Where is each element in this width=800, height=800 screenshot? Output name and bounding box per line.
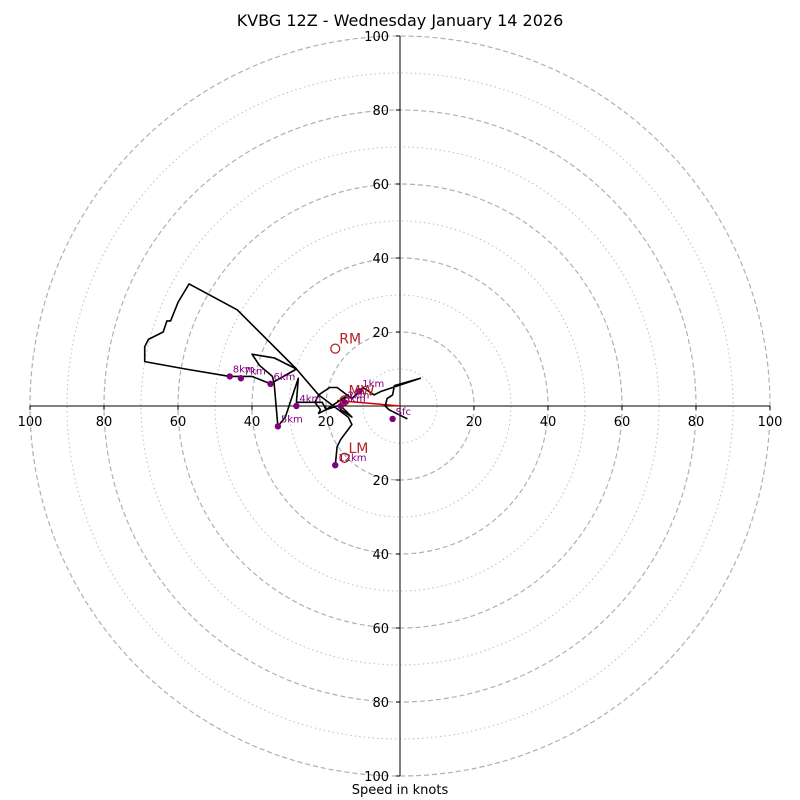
- x-tick-label: 60: [614, 415, 631, 430]
- x-tick-label: 40: [540, 415, 557, 430]
- height-marker-label: 1km: [362, 379, 384, 390]
- y-tick-label: 40: [372, 548, 389, 563]
- x-tick-label: 60: [170, 415, 187, 430]
- height-marker-dot: [389, 415, 396, 423]
- shear-vector-line: [337, 399, 401, 407]
- height-marker-label: 8km: [233, 364, 255, 375]
- chart-title: KVBG 12Z - Wednesday January 14 2026: [236, 11, 564, 30]
- height-marker-label: 7km: [244, 366, 266, 377]
- height-marker-dot: [332, 462, 339, 469]
- x-tick-label: 100: [18, 415, 43, 430]
- storm-motion-layer: RM LM MW: [330, 332, 375, 463]
- height-marker-label: Sfc: [396, 407, 411, 418]
- y-tick-label: 100: [364, 770, 389, 785]
- height-marker-dot: [274, 423, 282, 430]
- height-marker-label: 6km: [274, 372, 296, 383]
- shear-layer: [337, 399, 401, 407]
- storm-motion-label: RM: [339, 332, 361, 348]
- height-marker-label: 4km: [299, 394, 321, 405]
- height-marker-label: 2km: [348, 390, 370, 401]
- height-marker-dot: [237, 375, 245, 382]
- storm-motion-label: MW: [349, 383, 375, 399]
- height-marker-dot: [356, 388, 363, 395]
- x-tick-label: 80: [688, 415, 705, 430]
- x-tick-label: 40: [244, 415, 261, 430]
- tick-layer: 100 80 60 40 20 20 40 60 80 100 100 80 60 40 20 20 40 60 8…: [18, 30, 783, 785]
- storm-motion-label: LM: [349, 441, 369, 457]
- x-tick-label: 100: [758, 415, 783, 430]
- height-marker-label: 5km: [281, 414, 303, 425]
- storm-motion-marker: [330, 343, 341, 354]
- storm-motion-marker: [339, 452, 350, 463]
- height-marker-dot: [293, 402, 300, 410]
- y-tick-label: 80: [372, 696, 389, 711]
- y-tick-label: 100: [364, 30, 389, 45]
- y-tick-label: 20: [372, 474, 389, 489]
- storm-motion-marker: [339, 395, 350, 406]
- x-tick-label: 20: [466, 415, 483, 430]
- y-tick-label: 60: [372, 622, 389, 637]
- height-marker-label: 12km: [338, 453, 366, 464]
- x-axis-label: Speed in knots: [351, 783, 449, 798]
- y-tick-label: 40: [372, 252, 389, 267]
- y-tick-label: 20: [372, 326, 389, 341]
- y-tick-label: 60: [372, 178, 389, 193]
- x-tick-label: 80: [96, 415, 113, 430]
- height-marker-dot: [267, 380, 274, 387]
- x-tick-label: 20: [318, 415, 335, 430]
- y-tick-label: 80: [372, 104, 389, 119]
- height-marker-dot: [226, 373, 233, 380]
- height-marker-label: 3km: [344, 394, 366, 405]
